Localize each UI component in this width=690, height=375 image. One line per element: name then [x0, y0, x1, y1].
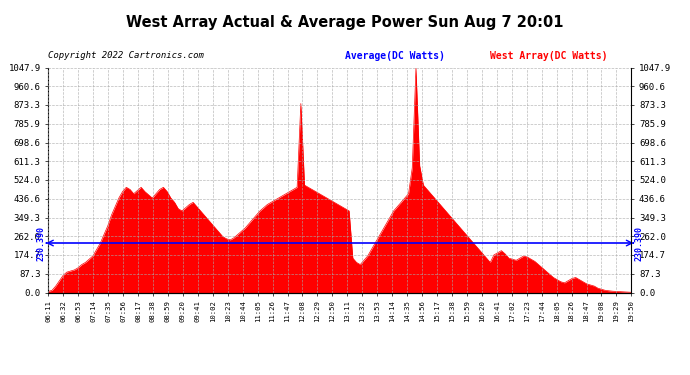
- Text: 230.390: 230.390: [37, 225, 46, 261]
- Text: West Array Actual & Average Power Sun Aug 7 20:01: West Array Actual & Average Power Sun Au…: [126, 15, 564, 30]
- Text: Average(DC Watts): Average(DC Watts): [345, 51, 445, 61]
- Text: Copyright 2022 Cartronics.com: Copyright 2022 Cartronics.com: [48, 51, 204, 60]
- Text: West Array(DC Watts): West Array(DC Watts): [490, 51, 607, 61]
- Text: 230.390: 230.390: [634, 225, 643, 261]
